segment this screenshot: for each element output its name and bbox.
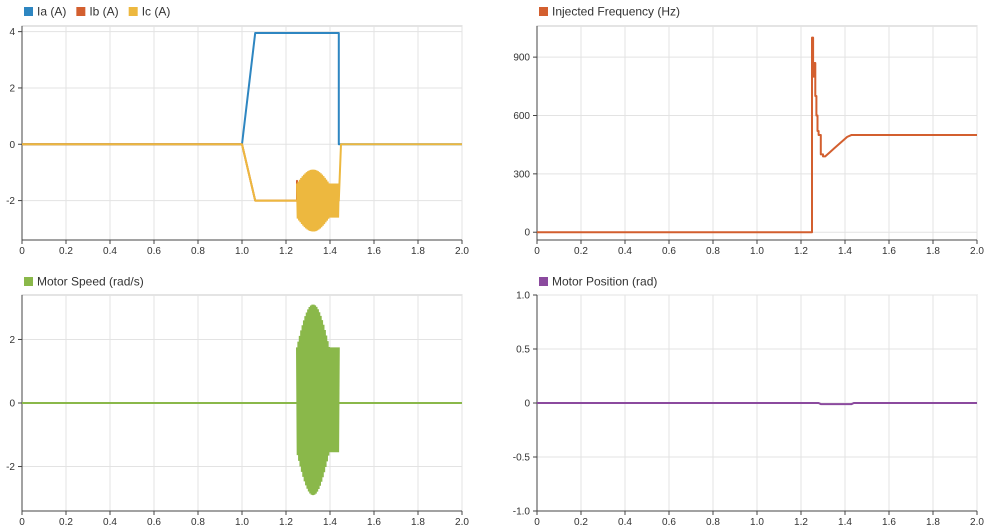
x-tick-label: 0.8	[191, 246, 205, 257]
x-tick-label: 0.2	[574, 246, 588, 257]
y-tick-label: 0.5	[516, 345, 530, 356]
x-tick-label: 1.2	[794, 517, 808, 528]
y-tick-label: -1.0	[513, 507, 531, 518]
x-tick-label: 1.0	[750, 517, 764, 528]
x-tick-label: 0.8	[706, 517, 720, 528]
x-tick-label: 1.4	[323, 517, 337, 528]
legend-label: Ic (A)	[142, 5, 171, 19]
series-layer	[537, 402, 977, 406]
x-tick-label: 0.4	[103, 517, 117, 528]
y-tick-label: -2	[6, 196, 15, 207]
x-tick-label: 0.6	[147, 517, 161, 528]
legend-label: Motor Speed (rad/s)	[37, 275, 144, 289]
series-layer	[537, 36, 977, 234]
x-tick-label: 1.8	[926, 517, 940, 528]
y-tick-label: -2	[6, 462, 15, 473]
x-tick-label: 1.4	[838, 517, 852, 528]
y-tick-label: 4	[9, 27, 15, 38]
legend-item: Motor Position (rad)	[539, 275, 657, 289]
x-tick-label: 1.0	[235, 517, 249, 528]
y-tick-label: 900	[513, 53, 530, 64]
legend-swatch	[24, 7, 33, 16]
x-tick-label: 1.6	[882, 246, 896, 257]
y-tick-label: -0.5	[513, 453, 531, 464]
x-tick-label: 1.8	[411, 246, 425, 257]
x-tick-label: 2.0	[455, 517, 469, 528]
x-tick-label: 0.4	[103, 246, 117, 257]
x-tick-label: 0.6	[662, 246, 676, 257]
x-tick-label: 0.2	[59, 246, 73, 257]
x-tick-label: 1.4	[838, 246, 852, 257]
series-line	[537, 36, 977, 234]
chart-panel-4: 0 0.2 0.4 0.6 0.8 1.0 1.2 1.4 1.6 1.8 2.0 -1.0 -0.5 0…	[513, 275, 985, 529]
x-tick-label: 0	[19, 246, 25, 257]
legend-label: Ia (A)	[37, 5, 66, 19]
x-tick-label: 1.0	[235, 246, 249, 257]
x-tick-label: 1.6	[367, 517, 381, 528]
y-tick-label: 2	[9, 83, 15, 94]
legend-label: Motor Position (rad)	[552, 275, 657, 289]
series-oscillation	[296, 304, 340, 496]
x-tick-label: 0.2	[574, 517, 588, 528]
y-tick-label: 2	[9, 335, 15, 346]
legend-swatch	[76, 7, 86, 16]
chart-panel-2: 0 0.2 0.4 0.6 0.8 1.0 1.2 1.4 1.6 1.8 2.0 0 300 600 90…	[513, 5, 984, 258]
legend-label: Injected Frequency (Hz)	[552, 5, 680, 19]
x-tick-label: 0.2	[59, 517, 73, 528]
legend-item: Ia (A)	[24, 5, 66, 19]
chart-panel-1: 0 0.2 0.4 0.6 0.8 1.0 1.2 1.4 1.6 1.8 2.0 -2 0 2 4 Ia (…	[6, 5, 469, 258]
x-tick-label: 2.0	[970, 246, 984, 257]
legend-item: Ic (A)	[128, 5, 171, 19]
x-tick-label: 0.8	[191, 517, 205, 528]
legend-item: Motor Speed (rad/s)	[24, 275, 144, 289]
x-tick-label: 1.6	[367, 246, 381, 257]
x-tick-label: 1.8	[926, 246, 940, 257]
series-line	[537, 402, 977, 406]
x-tick-label: 1.0	[750, 246, 764, 257]
legend-swatch	[539, 277, 548, 286]
y-tick-label: 0	[524, 399, 530, 410]
x-tick-label: 0.6	[662, 517, 676, 528]
series-layer	[22, 32, 462, 232]
legend-swatch	[539, 7, 548, 16]
series-oscillation	[296, 169, 340, 232]
y-tick-label: 1.0	[516, 291, 530, 302]
x-tick-label: 0	[19, 517, 25, 528]
legend-swatch	[128, 7, 138, 16]
x-tick-label: 1.6	[882, 517, 896, 528]
x-tick-label: 1.4	[323, 246, 337, 257]
legend-label: Ib (A)	[89, 5, 118, 19]
x-tick-label: 0.6	[147, 246, 161, 257]
x-tick-label: 0.4	[618, 517, 632, 528]
legend-swatch	[24, 277, 33, 286]
x-tick-label: 1.2	[794, 246, 808, 257]
y-tick-label: 300	[513, 169, 530, 180]
x-tick-label: 0	[534, 246, 540, 257]
x-tick-label: 0.4	[618, 246, 632, 257]
y-tick-label: 600	[513, 111, 530, 122]
legend-item: Ib (A)	[76, 5, 119, 19]
x-tick-label: 0	[534, 517, 540, 528]
x-tick-label: 1.2	[279, 517, 293, 528]
y-tick-label: 0	[9, 399, 15, 410]
y-tick-label: 0	[9, 140, 15, 151]
chart-panel-3: 0 0.2 0.4 0.6 0.8 1.0 1.2 1.4 1.6 1.8 2.0 -2 0 2 Motor…	[6, 275, 469, 529]
x-tick-label: 1.8	[411, 517, 425, 528]
series-layer	[22, 304, 462, 496]
x-tick-label: 0.8	[706, 246, 720, 257]
x-tick-label: 2.0	[970, 517, 984, 528]
y-tick-label: 0	[524, 228, 530, 239]
x-tick-label: 1.2	[279, 246, 293, 257]
legend-item: Injected Frequency (Hz)	[539, 5, 680, 19]
x-tick-label: 2.0	[455, 246, 469, 257]
